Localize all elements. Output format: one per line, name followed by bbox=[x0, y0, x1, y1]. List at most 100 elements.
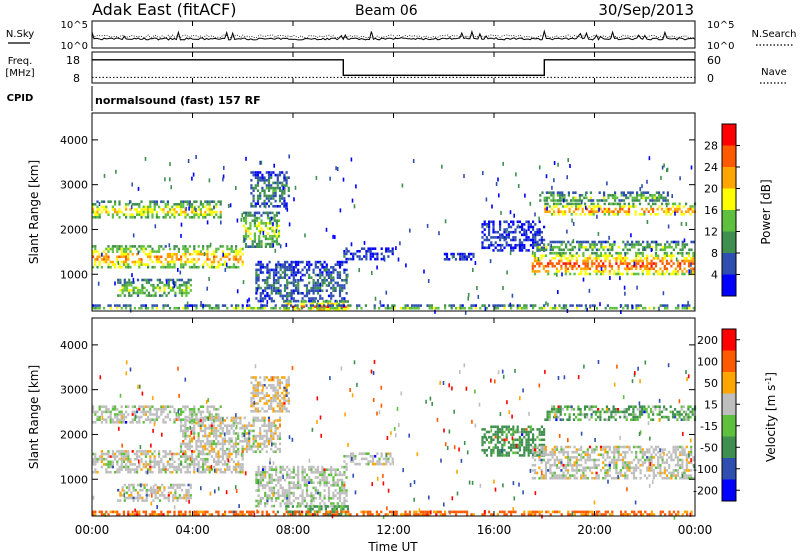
power-cell-1 bbox=[249, 232, 252, 235]
power-cell-7 bbox=[360, 247, 364, 250]
velocity-cell-2 bbox=[184, 419, 187, 422]
power-cell-1 bbox=[264, 242, 267, 246]
power-cell-2 bbox=[219, 210, 222, 214]
power-cell-1 bbox=[244, 237, 248, 241]
power-cell-2 bbox=[136, 208, 139, 211]
velocity-cell-5 bbox=[292, 494, 295, 497]
power-cell-14 bbox=[296, 306, 299, 310]
power-cell-9 bbox=[510, 230, 513, 234]
power-cell-2 bbox=[136, 210, 139, 214]
power-cell-0 bbox=[125, 245, 128, 248]
power-scatter bbox=[379, 300, 382, 305]
velocity-cell-4 bbox=[128, 496, 131, 500]
power-cell-5 bbox=[325, 266, 328, 269]
power-cell-4 bbox=[136, 289, 140, 292]
velocity-cell-5 bbox=[275, 471, 278, 474]
power-cell-10 bbox=[595, 267, 598, 271]
power-cell-0 bbox=[142, 250, 145, 253]
velocity-cell-1 bbox=[197, 418, 200, 421]
power-scatter bbox=[266, 300, 269, 305]
power-cell-2 bbox=[129, 216, 132, 219]
power-scatter bbox=[169, 177, 171, 182]
velocity-cell-0 bbox=[182, 465, 185, 469]
power-cell-10 bbox=[595, 257, 598, 260]
power-cell-0 bbox=[114, 245, 117, 248]
power-cell-9 bbox=[507, 230, 510, 234]
power-cell-14 bbox=[584, 306, 587, 310]
power-cell-11 bbox=[622, 240, 625, 244]
velocity-cell-7 bbox=[349, 452, 353, 455]
velocity-cell-5 bbox=[261, 468, 265, 471]
velocity-cell-0 bbox=[129, 468, 132, 471]
power-cell-10 bbox=[646, 267, 649, 271]
power-cell-5 bbox=[261, 271, 265, 274]
power-cell-12 bbox=[610, 202, 613, 206]
velocity-cell-5 bbox=[292, 481, 295, 484]
velocity-cell-5 bbox=[297, 486, 300, 490]
velocity-cell-0 bbox=[241, 452, 244, 456]
power-cell-7 bbox=[369, 255, 372, 258]
power-cell-5 bbox=[290, 294, 293, 298]
velocity-cell-1 bbox=[92, 408, 95, 411]
power-cell-7 bbox=[365, 252, 368, 256]
velocity-cell-1 bbox=[210, 418, 213, 421]
power-cell-12 bbox=[555, 205, 558, 208]
velocity-cell-7 bbox=[358, 452, 361, 455]
power-cell-0 bbox=[186, 260, 189, 264]
power-cell-6 bbox=[300, 302, 303, 306]
velocity-cell-3 bbox=[272, 376, 275, 379]
power-cell-10 bbox=[533, 272, 537, 276]
velocity-cell-2 bbox=[232, 424, 235, 427]
velocity-cell-1 bbox=[175, 415, 178, 419]
velocity-cell-2 bbox=[184, 437, 187, 440]
power-cell-14 bbox=[551, 306, 554, 310]
power-scatter bbox=[339, 208, 342, 213]
power-cell-2 bbox=[149, 200, 152, 203]
power-cell-1 bbox=[275, 242, 278, 246]
power-cell-10 bbox=[619, 259, 622, 263]
power-cell-3 bbox=[267, 189, 271, 192]
power-cell-13 bbox=[596, 199, 599, 202]
velocity-cell-4 bbox=[176, 483, 179, 487]
velocity-cell-1 bbox=[215, 413, 218, 416]
power-cell-2 bbox=[114, 210, 117, 214]
velocity-cell-3 bbox=[278, 402, 282, 405]
velocity-cell-4 bbox=[154, 494, 157, 497]
velocity-cell-4 bbox=[147, 488, 151, 492]
power-cell-11 bbox=[556, 245, 559, 249]
power-scatter bbox=[658, 306, 660, 311]
power-cell-12 bbox=[647, 210, 650, 213]
power-cell-4 bbox=[125, 281, 129, 284]
power-scatter bbox=[524, 193, 526, 198]
power-cell-5 bbox=[279, 268, 282, 272]
power-cell-3 bbox=[272, 192, 275, 195]
power-cell-1 bbox=[275, 219, 278, 222]
velocity-cell-5 bbox=[334, 484, 337, 487]
velocity-cell-5 bbox=[327, 491, 331, 495]
power-cell-10 bbox=[547, 262, 550, 265]
power-cell-5 bbox=[327, 271, 331, 274]
power-cell-12 bbox=[594, 210, 598, 213]
power-cell-14 bbox=[94, 306, 97, 310]
power-cell-10 bbox=[549, 251, 552, 255]
power-cell-10 bbox=[679, 262, 682, 265]
velocity-cell-0 bbox=[138, 463, 141, 466]
velocity-cell-3 bbox=[272, 384, 275, 387]
power-cell-7 bbox=[365, 257, 368, 261]
power-cell-1 bbox=[253, 214, 256, 217]
velocity-cell-5 bbox=[277, 478, 280, 482]
velocity-cell-3 bbox=[278, 384, 282, 387]
velocity-cell-3 bbox=[281, 404, 284, 408]
power-cell-5 bbox=[301, 292, 304, 295]
power-cell-10 bbox=[551, 264, 554, 268]
power-cell-10 bbox=[582, 254, 585, 258]
power-cell-6 bbox=[342, 308, 345, 311]
power-cell-10 bbox=[672, 270, 675, 273]
power-cell-5 bbox=[310, 263, 313, 266]
velocity-cell-0 bbox=[149, 470, 152, 474]
velocity-cell-0 bbox=[107, 463, 110, 466]
velocity-cell-0 bbox=[100, 450, 103, 453]
velocity-cell-0 bbox=[169, 465, 172, 469]
velocity-cell-2 bbox=[195, 442, 198, 446]
